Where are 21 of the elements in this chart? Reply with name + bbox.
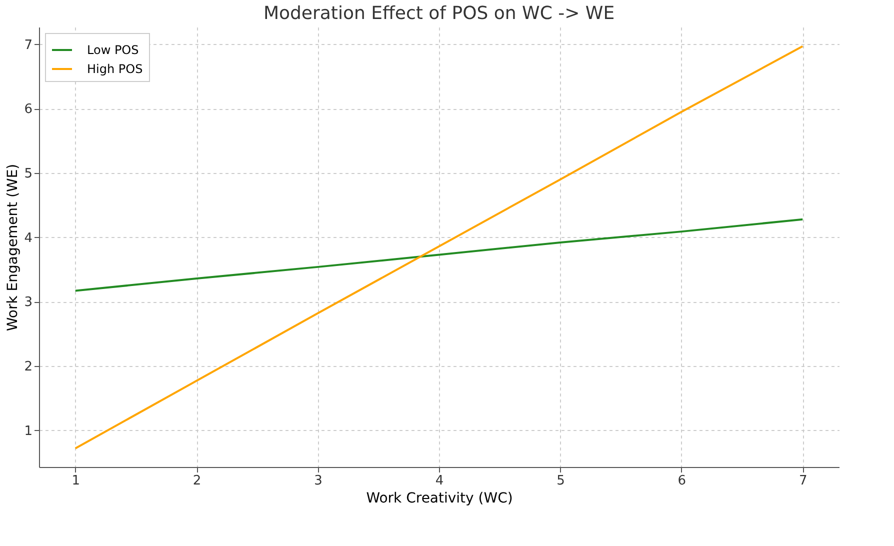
x-tick-label: 3 (314, 474, 322, 488)
line-series (74, 45, 804, 450)
y-tick-label: 5 (24, 166, 32, 182)
y-axis-title: Work Engagement (WE) (5, 164, 22, 332)
x-tick-label: 5 (556, 474, 565, 488)
x-tick-label: 6 (678, 474, 686, 488)
x-axis-title: Work Creativity (WC) (366, 490, 513, 506)
x-tick-label: 7 (798, 474, 808, 488)
legend-label: High POS (87, 62, 143, 76)
y-tick-label: 7 (24, 38, 32, 53)
x-tick-label: 2 (192, 474, 202, 488)
x-tick-label: 4 (435, 474, 444, 488)
y-tick-label: 6 (24, 102, 32, 118)
chart-title: Moderation Effect of POS on WC -> WE (263, 3, 615, 24)
y-tick-label: 1 (24, 424, 32, 439)
line-series (74, 218, 804, 292)
legend-label: Low POS (87, 43, 139, 57)
y-tick-label: 3 (24, 295, 32, 310)
y-tick-label: 2 (24, 360, 32, 375)
x-tick-label: 1 (72, 474, 80, 488)
y-tick-label: 4 (24, 230, 32, 246)
